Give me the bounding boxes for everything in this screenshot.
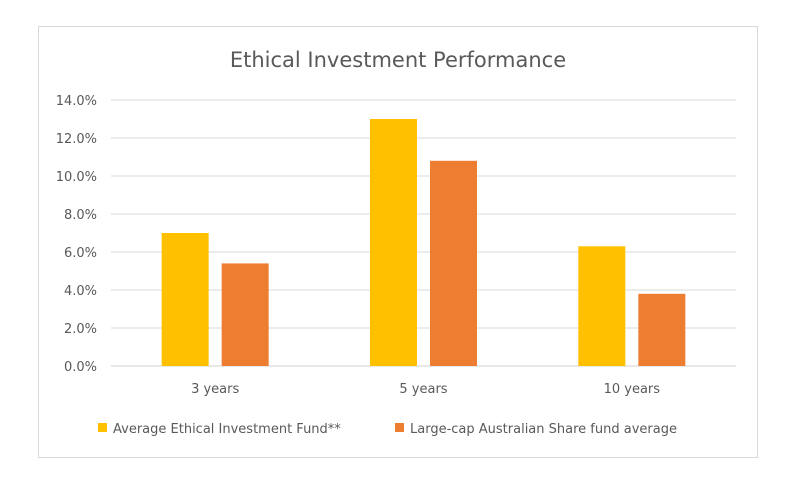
x-tick-label: 5 years [399, 382, 447, 397]
bar-large-cap-average-1 [430, 160, 477, 366]
y-tick-label: 0.0% [64, 360, 97, 375]
x-axis-ticks: 3 years 5 years 10 years [191, 382, 660, 397]
legend-label-1: Large-cap Australian Share fund average [410, 422, 677, 437]
gridlines [111, 99, 736, 367]
legend-swatch-0 [98, 423, 107, 432]
bars [161, 119, 686, 366]
bar-large-cap-average-2 [638, 293, 686, 366]
y-tick-label: 12.0% [56, 132, 97, 147]
legend-label-0: Average Ethical Investment Fund** [113, 422, 341, 437]
legend: Average Ethical Investment Fund** Large-c… [98, 422, 677, 437]
bar-ethical-fund-0 [161, 233, 209, 366]
x-tick-label: 3 years [191, 382, 239, 397]
bar-ethical-fund-2 [578, 246, 626, 366]
y-axis-ticks: 0.0% 2.0% 4.0% 6.0% 8.0% 10.0% 12.0% 14.0% [56, 94, 97, 375]
y-tick-label: 14.0% [56, 94, 97, 109]
y-tick-label: 2.0% [64, 322, 97, 337]
y-tick-label: 6.0% [64, 246, 97, 261]
y-tick-label: 8.0% [64, 208, 97, 223]
x-tick-label: 10 years [604, 382, 661, 397]
y-tick-label: 4.0% [64, 284, 97, 299]
y-tick-label: 10.0% [56, 170, 97, 185]
bar-large-cap-average-0 [221, 263, 269, 366]
legend-swatch-1 [395, 423, 404, 432]
bar-ethical-fund-1 [370, 119, 417, 366]
chart-title: Ethical Investment Performance [230, 48, 566, 72]
